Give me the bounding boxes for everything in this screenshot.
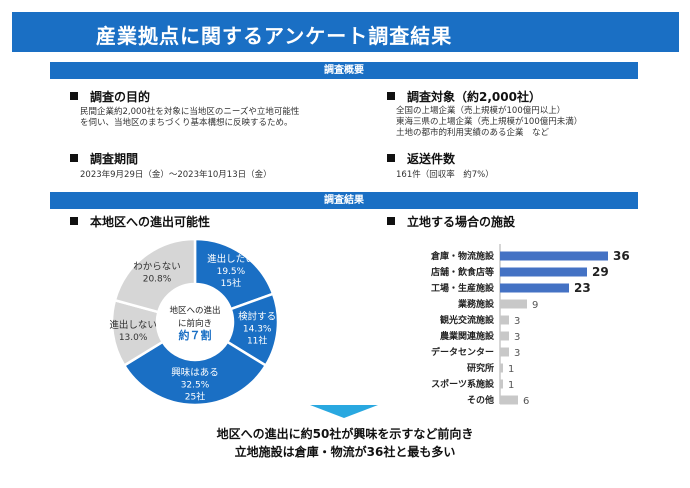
bar-value-label: 29 — [592, 265, 609, 279]
target-heading: 調査対象（約2,000社） — [387, 88, 541, 105]
bar-value-label: 3 — [514, 332, 520, 343]
purpose-heading: 調査の目的 — [70, 88, 150, 105]
slice-count: 11社 — [247, 334, 267, 346]
bar-category-label: スポーツ系施設 — [431, 378, 495, 390]
bar-category-label: 店舗・飲食店等 — [431, 266, 494, 278]
target-line: 土地の都市的利用実績のある企業 など — [396, 128, 550, 138]
bar-category-label: 観光交流施設 — [440, 314, 495, 326]
bar-value-label: 1 — [508, 380, 514, 391]
bar — [500, 331, 509, 341]
bullet-square-icon — [70, 217, 78, 225]
bar-chart-heading: 立地する場合の施設 — [387, 213, 515, 230]
target-line: 全国の上場企業（売上規模が100億円以上） — [396, 106, 566, 116]
bar — [500, 363, 503, 373]
bar — [500, 283, 569, 293]
purpose-line: 民間企業約2,000社を対象に当地区のニーズや立地可能性 — [80, 107, 300, 117]
slice-label: 進出したい — [207, 253, 255, 265]
bullet-square-icon — [70, 92, 78, 100]
bar — [500, 251, 608, 261]
bar-category-label: 倉庫・物流施設 — [430, 250, 495, 262]
bar-category-label: その他 — [467, 394, 494, 406]
slice-label: 興味はある — [171, 367, 219, 379]
bar-value-label: 3 — [514, 316, 520, 327]
overview-section-bar: 調査概要 — [50, 62, 638, 79]
slice-count: 15社 — [221, 277, 241, 289]
bar — [500, 315, 509, 325]
slice-percent: 14.3% — [243, 324, 272, 334]
down-arrow-icon — [310, 405, 378, 418]
bar-value-label: 36 — [613, 249, 630, 263]
bullet-square-icon — [387, 154, 395, 162]
slice-percent: 20.8% — [143, 274, 172, 284]
conclusion-line-2: 立地施設は倉庫・物流が36社と最も多い — [234, 445, 456, 459]
slice-percent: 13.0% — [119, 333, 148, 343]
bar-category-label: データセンター — [431, 346, 494, 358]
donut-chart-heading: 本地区への進出可能性 — [70, 213, 210, 230]
responses-heading: 返送件数 — [387, 150, 455, 167]
donut-center-text: 約７割 — [179, 328, 212, 342]
bar-category-label: 研究所 — [467, 362, 494, 374]
bar-value-label: 9 — [532, 300, 538, 311]
target-line: 東海三県の上場企業（売上規模が100億円未満） — [396, 117, 583, 127]
results-section-bar: 調査結果 — [50, 192, 638, 209]
donut-center-text: 地区への進出 — [169, 305, 220, 316]
purpose-line: を伺い、当地区のまちづくり基本構想に反映するため。 — [80, 118, 293, 128]
bullet-square-icon — [387, 92, 395, 100]
conclusion-line-1: 地区への進出に約50社が興味を示すなど前向き — [216, 427, 474, 441]
bar-value-label: 6 — [523, 396, 529, 407]
bar — [500, 299, 527, 309]
purpose-text: 民間企業約2,000社を対象に当地区のニーズや立地可能性 を伺い、当地区のまちづ… — [80, 107, 299, 129]
bar-category-label: 農業関連施設 — [440, 330, 495, 342]
slice-percent: 19.5% — [217, 267, 246, 277]
bar — [500, 267, 587, 277]
bar-category-label: 工場・生産施設 — [431, 282, 495, 294]
bar — [500, 395, 518, 405]
period-heading: 調査期間 — [70, 150, 138, 167]
bar-value-label: 23 — [574, 281, 591, 295]
slice-count: 25社 — [185, 391, 205, 403]
target-text: 全国の上場企業（売上規模が100億円以上） 東海三県の上場企業（売上規模が100… — [396, 106, 582, 139]
bar-value-label: 3 — [514, 348, 520, 359]
bar-value-label: 1 — [508, 364, 514, 375]
title-banner: 産業拠点に関するアンケート調査結果 — [12, 12, 679, 52]
donut-slice — [113, 237, 197, 314]
bar — [500, 379, 503, 389]
bar — [500, 347, 509, 357]
period-text: 2023年9月29日（金）～2023年10月13日（金） — [80, 170, 272, 180]
bar-category-label: 業務施設 — [457, 298, 495, 310]
page-title: 産業拠点に関するアンケート調査結果 — [96, 24, 453, 48]
bullet-square-icon — [70, 154, 78, 162]
slice-percent: 32.5% — [181, 381, 210, 391]
slice-label: わからない — [133, 261, 181, 272]
slice-label: 検討する — [238, 310, 276, 322]
responses-text: 161件（回収率 約7%） — [396, 170, 494, 180]
bullet-square-icon — [387, 217, 395, 225]
donut-slice — [122, 340, 268, 407]
donut-center-text: に前向き — [178, 318, 212, 329]
slice-label: 進出しない — [109, 319, 157, 331]
